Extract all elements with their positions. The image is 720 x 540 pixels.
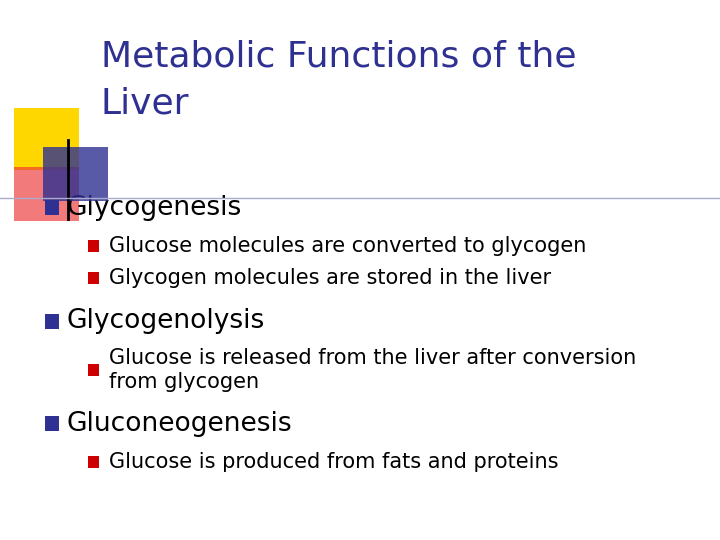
Bar — [88, 240, 99, 252]
Bar — [88, 364, 99, 376]
Text: Glycogenesis: Glycogenesis — [66, 195, 241, 221]
Bar — [45, 416, 59, 431]
Text: Glycogenolysis: Glycogenolysis — [66, 308, 264, 334]
Bar — [43, 147, 108, 201]
Bar — [14, 167, 79, 221]
Bar — [14, 108, 79, 170]
Text: Glucose is produced from fats and proteins: Glucose is produced from fats and protei… — [109, 451, 559, 472]
Text: Gluconeogenesis: Gluconeogenesis — [66, 411, 292, 437]
Text: Glucose molecules are converted to glycogen: Glucose molecules are converted to glyco… — [109, 235, 587, 256]
Text: Glycogen molecules are stored in the liver: Glycogen molecules are stored in the liv… — [109, 268, 552, 288]
Text: Liver: Liver — [101, 87, 189, 120]
Bar — [88, 272, 99, 284]
Text: Metabolic Functions of the: Metabolic Functions of the — [101, 40, 576, 73]
Bar — [45, 314, 59, 329]
Bar — [88, 456, 99, 468]
Bar — [45, 200, 59, 215]
Text: Glucose is released from the liver after conversion
from glycogen: Glucose is released from the liver after… — [109, 348, 636, 392]
